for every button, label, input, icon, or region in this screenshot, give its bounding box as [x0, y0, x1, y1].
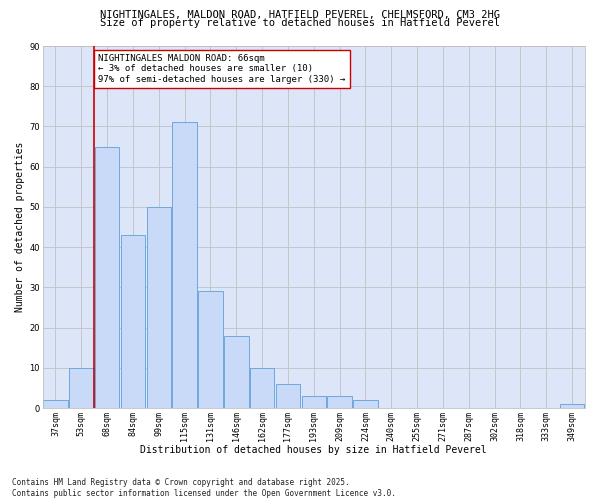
Bar	[224, 336, 248, 408]
Y-axis label: Number of detached properties: Number of detached properties	[15, 142, 25, 312]
Bar	[198, 292, 223, 408]
X-axis label: Distribution of detached houses by size in Hatfield Peverel: Distribution of detached houses by size …	[140, 445, 487, 455]
Bar	[302, 396, 326, 408]
Bar	[250, 368, 274, 408]
Bar	[275, 384, 300, 408]
Bar	[95, 146, 119, 408]
Bar	[560, 404, 584, 408]
Bar	[172, 122, 197, 408]
Text: NIGHTINGALES, MALDON ROAD, HATFIELD PEVEREL, CHELMSFORD, CM3 2HG: NIGHTINGALES, MALDON ROAD, HATFIELD PEVE…	[100, 10, 500, 20]
Bar	[146, 207, 171, 408]
Bar	[353, 400, 378, 408]
Bar	[69, 368, 94, 408]
Bar	[121, 235, 145, 408]
Bar	[43, 400, 68, 408]
Text: Size of property relative to detached houses in Hatfield Peverel: Size of property relative to detached ho…	[100, 18, 500, 28]
Bar	[328, 396, 352, 408]
Text: Contains HM Land Registry data © Crown copyright and database right 2025.
Contai: Contains HM Land Registry data © Crown c…	[12, 478, 396, 498]
Text: NIGHTINGALES MALDON ROAD: 66sqm
← 3% of detached houses are smaller (10)
97% of : NIGHTINGALES MALDON ROAD: 66sqm ← 3% of …	[98, 54, 346, 84]
